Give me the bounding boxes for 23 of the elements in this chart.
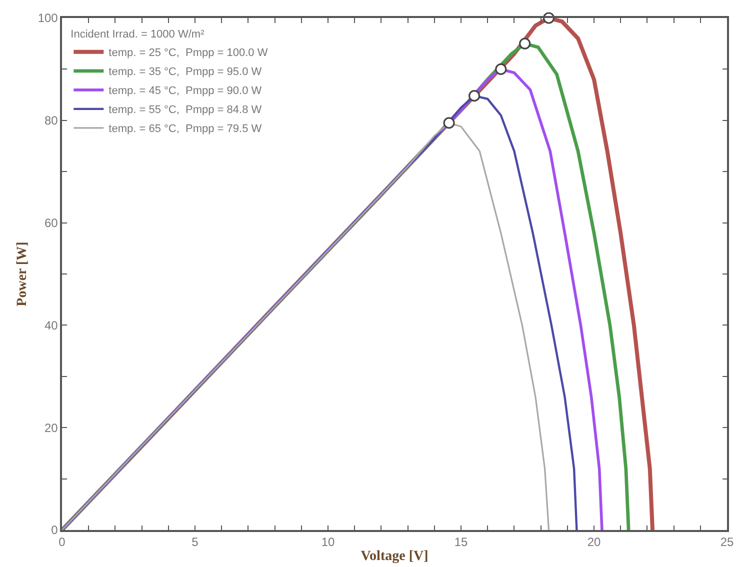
legend-label: temp. = 45 °C, Pmpp = 90.0 W: [108, 85, 262, 98]
point: [495, 63, 507, 75]
x-tick-label: 5: [192, 535, 199, 550]
x-tick-label: 20: [587, 535, 601, 550]
y-tick-label: 60: [44, 216, 58, 230]
legend-title: Incident Irrad. = 1000 W/m²: [70, 28, 205, 40]
y-tick-label: 100: [38, 11, 58, 26]
x-axis-title: Voltage [V]: [360, 548, 428, 564]
x-tick-label: 15: [454, 535, 468, 550]
point: [519, 38, 531, 50]
point: [468, 90, 480, 102]
legend-label: temp. = 65 °C, Pmpp = 79.5 W: [108, 123, 262, 136]
x-tick-label: 10: [321, 535, 335, 550]
legend-label: temp. = 35 °C, Pmpp = 95.0 W: [108, 66, 262, 78]
y-tick-label: 80: [44, 114, 58, 128]
y-tick-label: 40: [44, 318, 58, 332]
y-axis-title: Power [W]: [14, 242, 30, 306]
y-tick-label: 20: [44, 420, 58, 435]
legend-label: temp. = 55 °C, Pmpp = 84.8 W: [108, 104, 262, 116]
point: [443, 117, 455, 129]
x-tick-label: 25: [720, 535, 734, 550]
y-tick-label: 0: [51, 523, 58, 538]
legend-label: temp. = 25 °C, Pmpp = 100.0 W: [108, 47, 268, 60]
